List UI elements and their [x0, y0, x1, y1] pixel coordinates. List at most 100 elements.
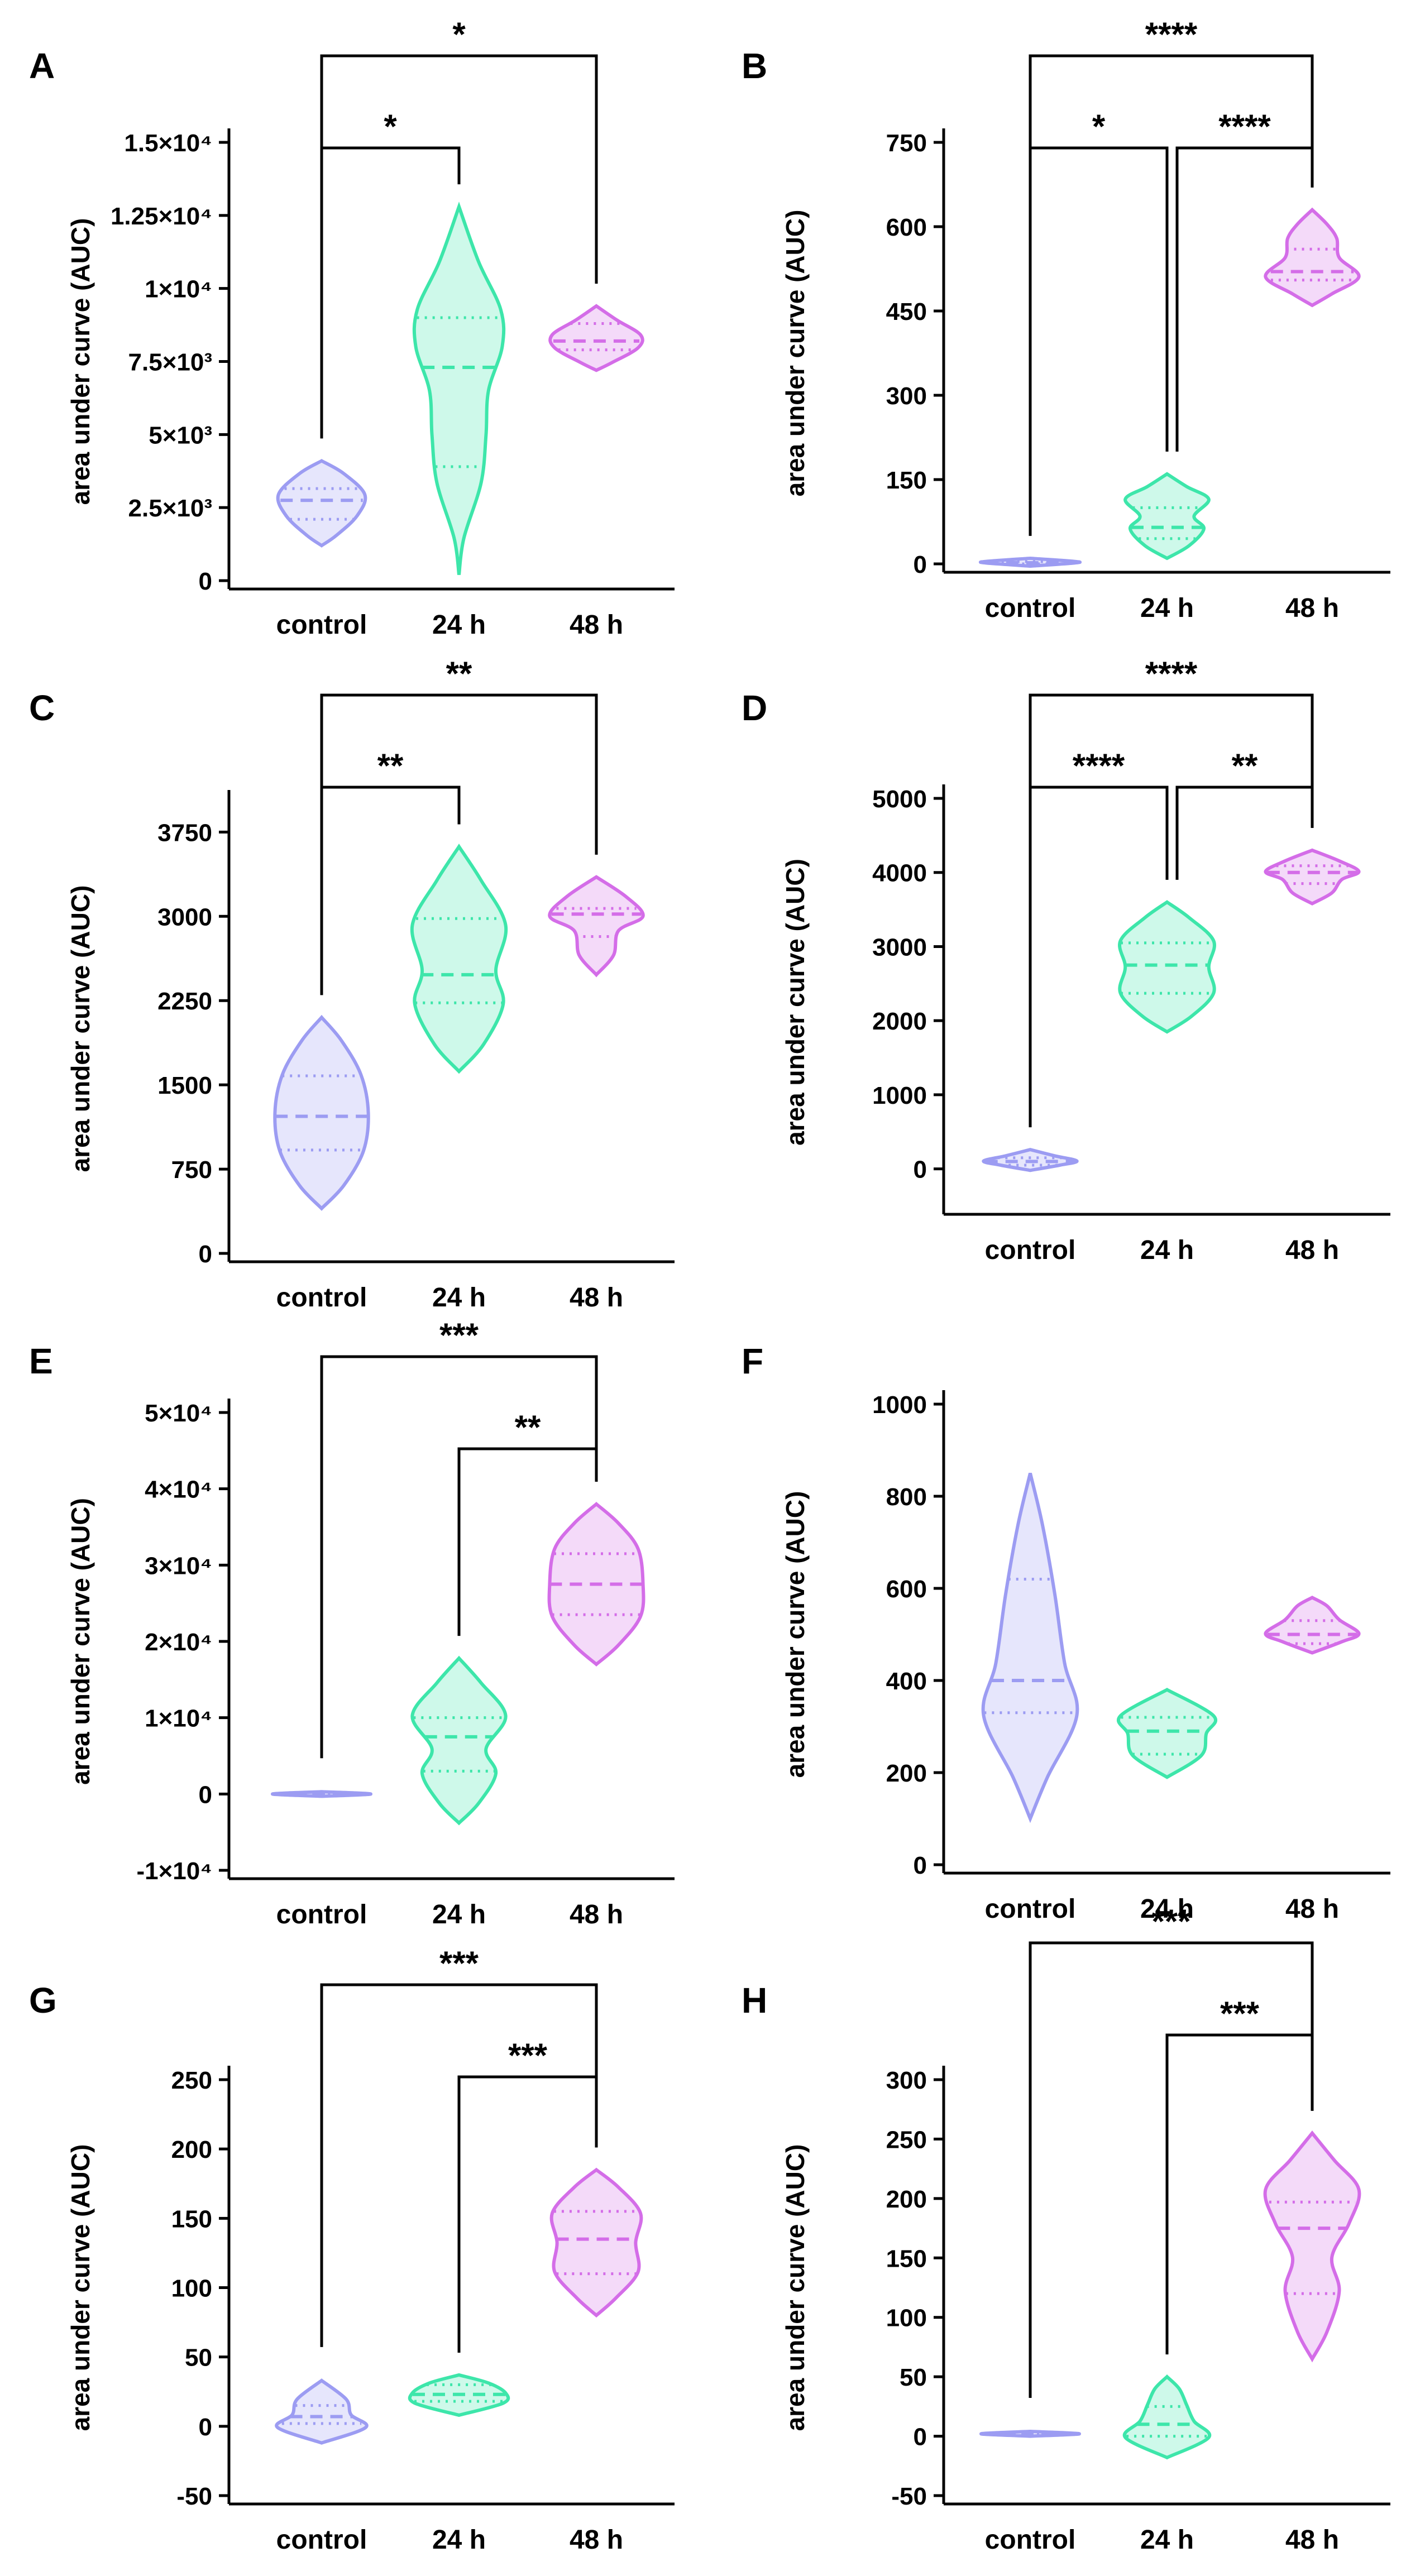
- violin: [1263, 2130, 1361, 2363]
- significance-label: **: [515, 1409, 541, 1446]
- y-tick-label: 1500: [157, 1072, 212, 1099]
- x-tick-label: 48 h: [1285, 2525, 1339, 2555]
- y-tick-label: 3×10⁴: [145, 1552, 212, 1579]
- significance-bracket: [320, 54, 598, 428]
- significance-label: *: [1092, 108, 1106, 145]
- y-tick-label: 1×10⁴: [145, 1705, 212, 1732]
- x-tick-label: control: [985, 1236, 1076, 1265]
- x-tick-label: 48 h: [1285, 593, 1339, 623]
- violin: [410, 843, 508, 1074]
- y-tick-label: 0: [199, 1241, 212, 1268]
- panel-label: C: [29, 688, 55, 728]
- violin: [548, 304, 644, 372]
- y-tick-label: 2000: [872, 1008, 927, 1035]
- significance-label: ***: [1220, 1995, 1260, 2032]
- significance-label: ****: [1073, 747, 1125, 784]
- violin: [981, 1473, 1079, 1823]
- x-tick-label: control: [276, 1900, 367, 1929]
- panel-a: A 0 2.5×10³ 5×10³ 7.5×10³ 1×10⁴ 1.25×10⁴ 1.5×10…: [29, 16, 675, 640]
- violin: [1118, 900, 1216, 1034]
- y-axis-label: area under curve (AUC): [66, 1498, 95, 1785]
- violin: [548, 875, 645, 978]
- y-tick-label: 0: [914, 2424, 927, 2451]
- y-tick-label: 300: [886, 382, 927, 410]
- panel-label: G: [29, 1980, 57, 2020]
- significance-label: **: [1232, 747, 1258, 784]
- significance-label: ****: [1218, 108, 1271, 145]
- x-tick-label: control: [276, 2525, 367, 2555]
- x-tick-label: 48 h: [570, 1283, 623, 1313]
- significance-label: ***: [439, 1945, 479, 1982]
- y-tick-label: 50: [185, 2344, 212, 2372]
- y-axis-label: area under curve (AUC): [66, 218, 95, 505]
- significance-label: ***: [439, 1316, 479, 1354]
- x-tick-label: control: [276, 610, 367, 640]
- significance-bracket: [1029, 146, 1169, 536]
- y-tick-label: 2.5×10³: [128, 495, 212, 522]
- y-tick-label: 5×10⁴: [145, 1400, 212, 1427]
- x-tick-label: 24 h: [432, 1900, 486, 1929]
- y-tick-label: 1.25×10⁴: [111, 203, 212, 230]
- significance-bracket: [1029, 1941, 1314, 2398]
- y-tick-label: 3000: [157, 903, 212, 931]
- x-tick-label: 48 h: [570, 2525, 623, 2555]
- y-tick-label: 600: [886, 214, 927, 241]
- y-tick-label: -1×10⁴: [136, 1857, 212, 1885]
- x-tick-label: control: [985, 593, 1076, 623]
- x-tick-label: 24 h: [432, 610, 486, 640]
- significance-label: ***: [1151, 1903, 1191, 1940]
- significance-label: ****: [1145, 655, 1198, 692]
- y-tick-label: 0: [914, 1852, 927, 1879]
- violin: [275, 2378, 369, 2445]
- y-tick-label: 4000: [872, 860, 927, 887]
- x-tick-label: 48 h: [570, 610, 623, 640]
- y-tick-label: 250: [171, 2067, 212, 2094]
- y-tick-label: 200: [886, 1760, 927, 1787]
- x-tick-label: 48 h: [1285, 1236, 1339, 1265]
- y-tick-label: 200: [886, 2186, 927, 2213]
- significance-bracket: [1029, 54, 1314, 525]
- y-tick-label: 100: [171, 2275, 212, 2302]
- x-tick-label: 24 h: [1140, 2525, 1194, 2555]
- y-tick-label: 1000: [872, 1082, 927, 1109]
- violin: [276, 458, 367, 548]
- y-tick-label: 5000: [872, 786, 927, 813]
- y-tick-label: 200: [171, 2136, 212, 2163]
- x-tick-label: control: [985, 2525, 1076, 2555]
- panel-b: B 0 150 300 450 600 750 area under curve (AUC) c…: [742, 16, 1390, 623]
- y-tick-label: 750: [886, 130, 927, 157]
- y-tick-label: 5×10³: [149, 422, 212, 449]
- y-tick-label: 800: [886, 1483, 927, 1511]
- panel-label: H: [742, 1980, 767, 2020]
- y-tick-label: -50: [176, 2483, 212, 2510]
- y-axis-label: area under curve (AUC): [66, 885, 95, 1172]
- significance-label: **: [446, 655, 472, 692]
- panel-e: E -1×10⁴ 0 1×10⁴ 2×10⁴ 3×10⁴ 4×10⁴ 5×10⁴ area un…: [29, 1316, 675, 1929]
- violin: [1264, 207, 1361, 308]
- y-tick-label: 4×10⁴: [145, 1476, 212, 1504]
- violin: [1117, 1688, 1217, 1779]
- significance-bracket: [320, 693, 598, 984]
- violin: [1123, 472, 1211, 561]
- panel-g: G -50 0 50 100 150 200 250 area under curve (AUC…: [29, 1945, 675, 2555]
- panel-label: B: [742, 46, 767, 86]
- panel-f: F 0 200 400 600 800 1000 area under curve (AUC)…: [742, 1341, 1390, 1924]
- violin: [1122, 2374, 1212, 2460]
- panel-label: E: [29, 1341, 53, 1381]
- x-tick-label: 24 h: [1140, 593, 1194, 623]
- significance-bracket: [1175, 146, 1314, 452]
- significance-bracket: [320, 1355, 598, 1759]
- y-tick-label: 250: [886, 2126, 927, 2153]
- y-tick-label: 0: [199, 1781, 212, 1808]
- violin: [1264, 848, 1361, 906]
- x-tick-label: 24 h: [432, 2525, 486, 2555]
- y-axis-label: area under curve (AUC): [781, 1491, 810, 1778]
- y-tick-label: -50: [891, 2483, 927, 2510]
- x-tick-label: 24 h: [1140, 1236, 1194, 1265]
- y-tick-label: 300: [886, 2067, 927, 2094]
- y-axis-label: area under curve (AUC): [781, 2144, 810, 2431]
- y-tick-label: 600: [886, 1576, 927, 1603]
- y-tick-label: 1.5×10⁴: [124, 130, 212, 157]
- significance-label: ***: [508, 2037, 548, 2074]
